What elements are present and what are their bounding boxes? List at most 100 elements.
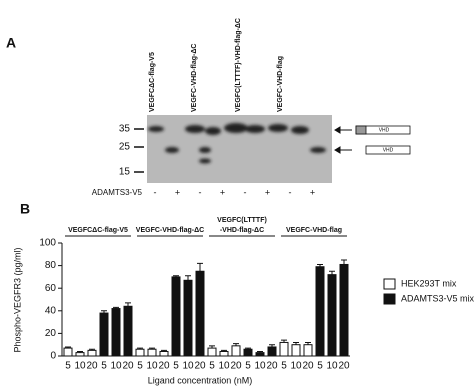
x-tick-label: 5 xyxy=(65,361,71,372)
lane-label: VEGFCΔC-flag-V5 xyxy=(149,52,156,112)
x-tick-label: 10 xyxy=(182,361,194,372)
bar xyxy=(75,352,85,357)
y-tick-label: 0 xyxy=(50,351,56,362)
treatment-label: ADAMTS3-V5 xyxy=(92,188,143,197)
x-tick-label: 20 xyxy=(266,361,278,372)
bar xyxy=(63,347,73,357)
group-label: -VHD-flag-ΔC xyxy=(220,227,264,234)
x-tick-label: 20 xyxy=(86,361,98,372)
bar xyxy=(231,345,241,357)
error-bar xyxy=(149,347,155,350)
error-bar xyxy=(221,349,227,352)
error-bar xyxy=(329,270,335,275)
bar xyxy=(159,350,169,357)
bar xyxy=(183,279,193,357)
x-tick-label: 5 xyxy=(101,361,107,372)
error-bar xyxy=(185,275,191,281)
bar xyxy=(315,266,325,357)
bar xyxy=(111,308,121,357)
bar xyxy=(219,350,229,357)
marker-label: 25 xyxy=(119,142,131,153)
blot-bands xyxy=(148,123,326,164)
x-tick-label: 5 xyxy=(173,361,179,372)
y-tick-label: 40 xyxy=(45,305,57,316)
sign: - xyxy=(199,187,202,197)
bar xyxy=(339,263,349,357)
bar xyxy=(291,344,301,357)
error-bar xyxy=(197,262,203,272)
error-bar xyxy=(89,348,95,351)
group-label: VEGFCΔC-flag-V5 xyxy=(68,227,128,234)
bar xyxy=(267,346,277,357)
error-bar xyxy=(209,345,215,349)
error-bar xyxy=(77,350,83,353)
error-bar xyxy=(305,341,311,345)
marker-label: 35 xyxy=(119,124,131,135)
sign: + xyxy=(175,187,180,197)
bar xyxy=(207,347,217,357)
error-bar xyxy=(269,344,275,347)
bar xyxy=(303,344,313,357)
error-bar xyxy=(161,349,167,352)
schematic-label: VHD xyxy=(379,127,390,133)
bar xyxy=(135,348,145,357)
panel-letter: A xyxy=(6,35,16,51)
bar xyxy=(255,352,265,357)
x-tick-label: 10 xyxy=(290,361,302,372)
bar xyxy=(99,312,109,357)
group-label: VEGFC(LTTTF) xyxy=(217,217,267,224)
panel-letter: B xyxy=(20,201,30,217)
lane-label: VEGFC-VHD-flag xyxy=(277,56,284,112)
bar xyxy=(327,274,337,357)
error-bar xyxy=(257,350,263,353)
schematics xyxy=(355,125,411,155)
bar xyxy=(279,341,289,357)
x-tick-label: 20 xyxy=(302,361,314,372)
error-bar xyxy=(233,343,239,346)
bar xyxy=(87,349,97,357)
sign: - xyxy=(154,187,157,197)
x-tick-label: 20 xyxy=(158,361,170,372)
x-tick-label: 10 xyxy=(74,361,86,372)
x-tick-label: 20 xyxy=(194,361,206,372)
x-tick-label: 10 xyxy=(110,361,122,372)
bar xyxy=(147,348,157,357)
y-tick-label: 60 xyxy=(45,283,57,294)
bar xyxy=(123,305,133,357)
y-tick-label: 20 xyxy=(45,328,57,339)
marker-label: 15 xyxy=(119,167,131,178)
y-axis-label: Phospho-VEGFR3 (pg/ml) xyxy=(12,247,22,352)
x-tick-label: 10 xyxy=(254,361,266,372)
sign: + xyxy=(310,187,315,197)
x-tick-label: 10 xyxy=(326,361,338,372)
sign: + xyxy=(265,187,270,197)
error-bar xyxy=(113,306,119,309)
error-bar xyxy=(101,310,107,314)
y-tick-label: 100 xyxy=(39,238,56,249)
x-tick-label: 5 xyxy=(137,361,143,372)
error-bar xyxy=(293,341,299,345)
group-label: VEGFC-VHD-flag xyxy=(286,227,342,234)
error-bar xyxy=(65,346,71,349)
error-bar xyxy=(137,347,143,350)
x-tick-label: 20 xyxy=(230,361,242,372)
legend-label: ADAMTS3-V5 mix xyxy=(401,293,474,303)
x-tick-label: 10 xyxy=(218,361,230,372)
error-bar xyxy=(173,275,179,277)
x-axis-label: Ligand concentration (nM) xyxy=(148,375,253,385)
x-tick-label: 20 xyxy=(338,361,350,372)
arrows xyxy=(334,126,352,154)
legend-label: HEK293T mix xyxy=(401,278,457,288)
legend-swatch xyxy=(383,293,396,305)
error-bar xyxy=(245,347,251,350)
bar xyxy=(195,270,205,357)
sign: - xyxy=(289,187,292,197)
x-tick-label: 5 xyxy=(245,361,251,372)
legend-swatch xyxy=(383,278,396,290)
x-tick-label: 5 xyxy=(317,361,323,372)
error-bar xyxy=(281,339,287,343)
sign: + xyxy=(220,187,225,197)
bar xyxy=(243,348,253,357)
x-tick-label: 10 xyxy=(146,361,158,372)
marker-dashes xyxy=(134,128,144,173)
